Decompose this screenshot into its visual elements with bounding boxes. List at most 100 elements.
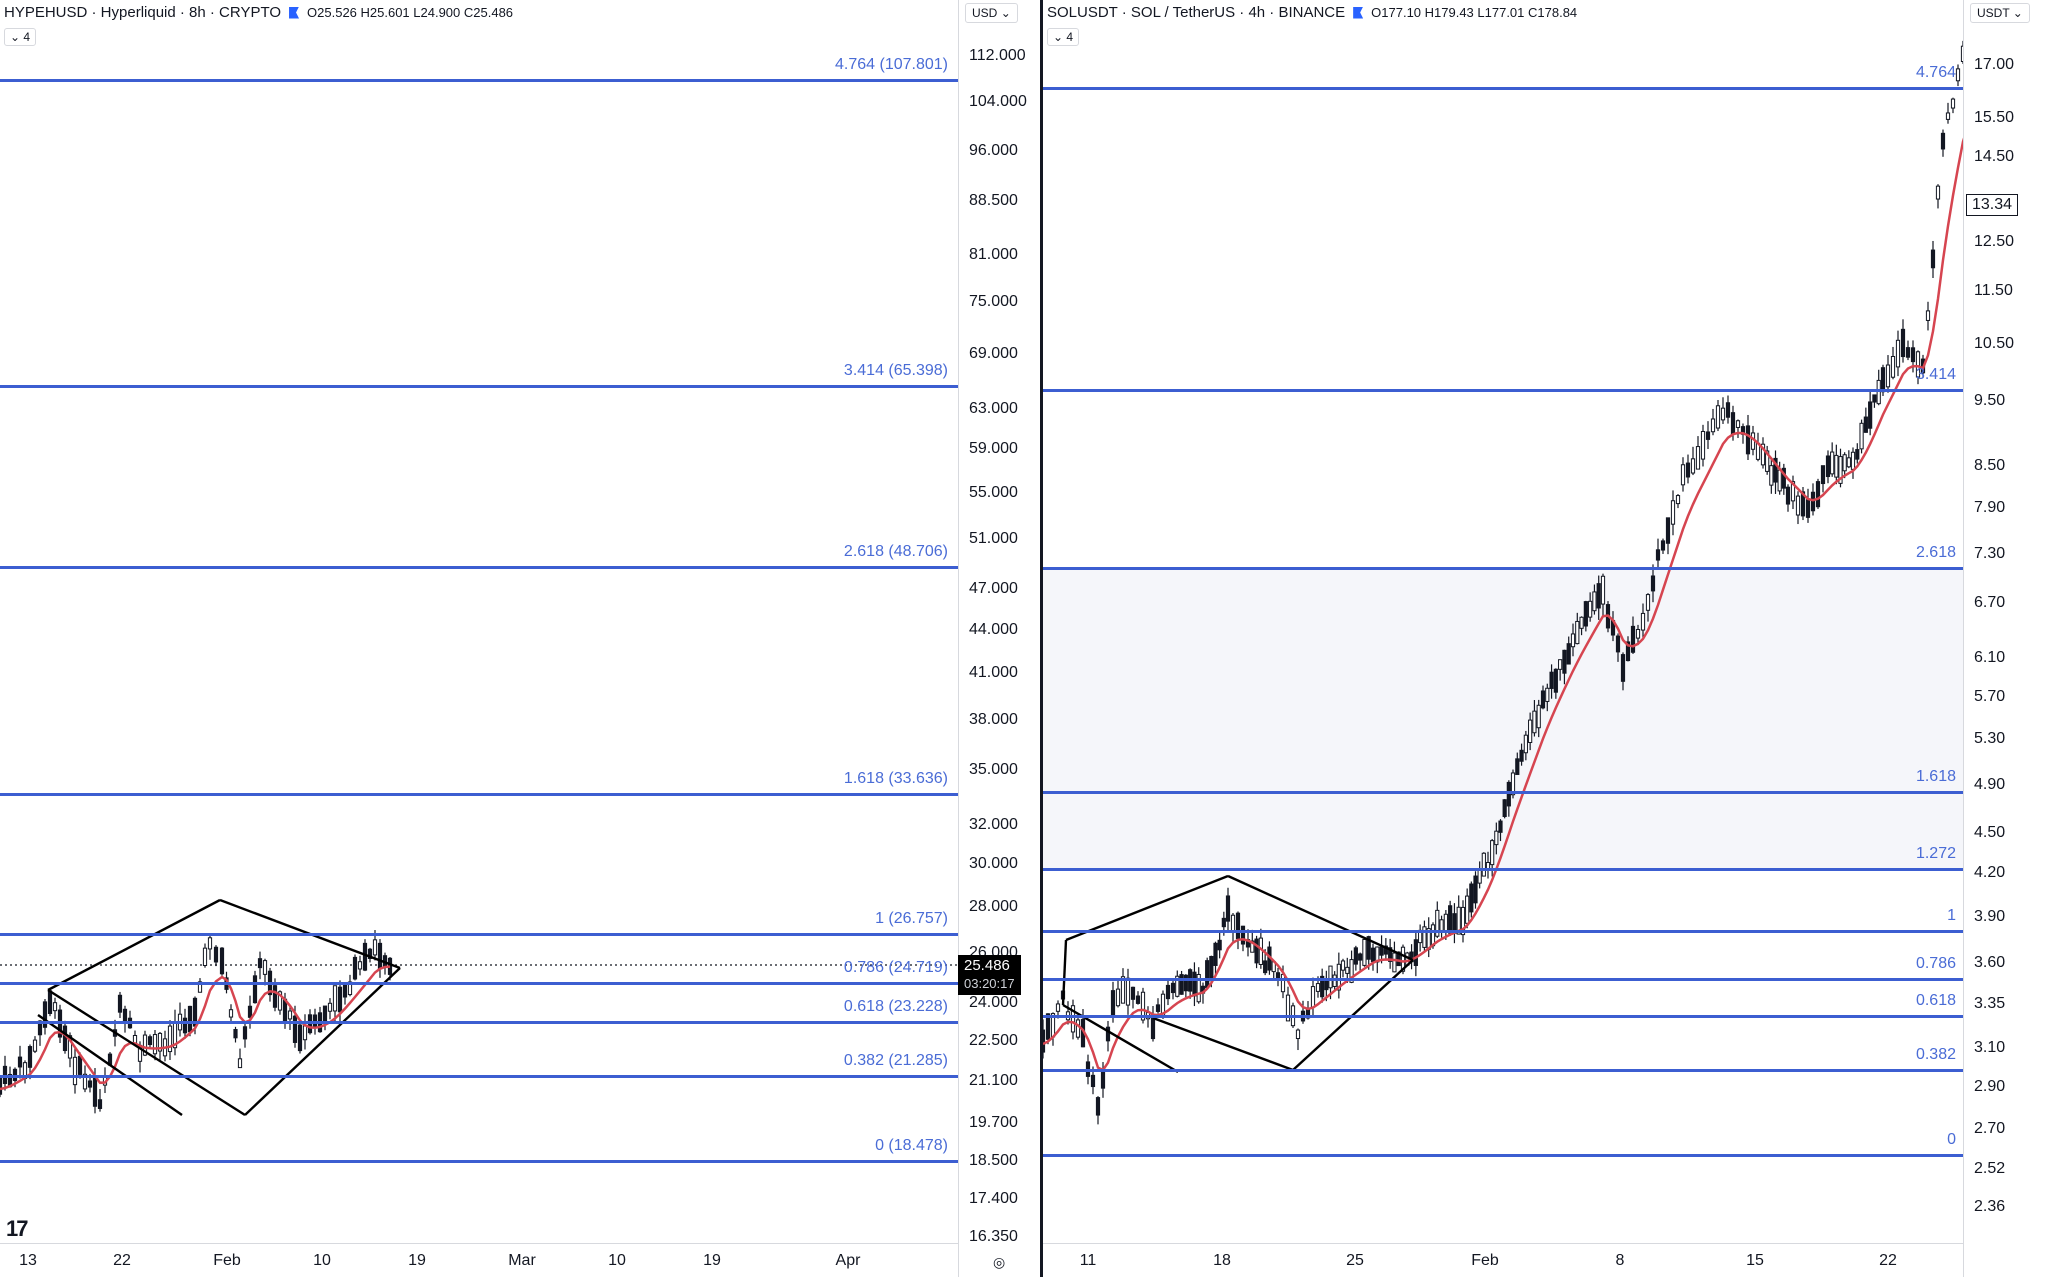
candle-body bbox=[1735, 420, 1741, 428]
left-fib-line-0382[interactable] bbox=[0, 1075, 958, 1078]
left-price-axis[interactable]: USD ⌄ 112.000 104.000 96.000 88.500 81.000 75… bbox=[958, 0, 1040, 1277]
candle-body bbox=[1155, 1004, 1161, 1012]
right-legend-toggle[interactable]: ⌄ 4 bbox=[1047, 28, 1080, 46]
right-fib-label-4764: 4.764 bbox=[1915, 64, 1956, 81]
candle-body bbox=[167, 1025, 173, 1053]
candle-body bbox=[1820, 465, 1826, 485]
right-fib-line-3414[interactable] bbox=[1043, 389, 1963, 392]
right-symbol-title[interactable]: SOLUSDT · SOL / TetherUS · 4h · BINANCE bbox=[1047, 4, 1346, 21]
candle-body bbox=[1328, 965, 1333, 989]
left-chart-header[interactable]: HYPEHUSD · Hyperliquid · 8h · CRYPTO O25… bbox=[4, 4, 513, 21]
right-fib-line-0786[interactable] bbox=[1043, 978, 1963, 981]
candle-body bbox=[1940, 132, 1946, 150]
candle-body bbox=[1280, 973, 1286, 993]
right-time-axis[interactable]: 11 18 25 Feb 8 15 22 bbox=[1043, 1243, 1963, 1277]
candle-body bbox=[262, 960, 268, 975]
left-chart-canvas[interactable] bbox=[0, 0, 958, 1244]
right-current-value-box: 13.34 bbox=[1966, 194, 2019, 216]
left-fib-line-0618[interactable] bbox=[0, 1021, 958, 1024]
left-price-tick: 63.000 bbox=[969, 400, 1018, 417]
right-price-tick: 7.90 bbox=[1974, 499, 2006, 516]
right-chart-header[interactable]: SOLUSDT · SOL / TetherUS · 4h · BINANCE … bbox=[1047, 4, 1577, 21]
left-fib-line-1[interactable] bbox=[0, 933, 958, 936]
candle-body bbox=[1536, 704, 1541, 729]
candle-body bbox=[1855, 449, 1860, 460]
candle-body bbox=[72, 1056, 78, 1086]
right-price-tick: 6.70 bbox=[1974, 594, 2006, 611]
candle-body bbox=[1769, 465, 1774, 486]
candle-body bbox=[77, 1055, 83, 1075]
candle-body bbox=[1592, 591, 1597, 612]
left-chart-pane[interactable]: 4.764 (107.801) 3.414 (65.398) 2.618 (48… bbox=[0, 0, 1040, 1277]
left-fib-line-0786[interactable] bbox=[0, 982, 958, 985]
candle-body bbox=[1645, 594, 1651, 611]
candle-body bbox=[1515, 758, 1520, 775]
candle-body bbox=[1221, 917, 1226, 928]
target-icon[interactable]: ◎ bbox=[993, 1254, 1006, 1270]
left-fib-line-3414[interactable] bbox=[0, 385, 958, 388]
right-fib-line-0382[interactable] bbox=[1043, 1069, 1963, 1072]
candle-body bbox=[1850, 451, 1856, 470]
left-fib-label-0: 0 (18.478) bbox=[875, 1137, 948, 1154]
right-ohlc-values: O177.10 H179.43 L177.01 C178.84 bbox=[1371, 5, 1578, 20]
candle-body bbox=[1250, 940, 1255, 953]
right-fib-line-1618[interactable] bbox=[1043, 791, 1963, 794]
candle-body bbox=[362, 942, 368, 971]
left-price-tick: 88.500 bbox=[969, 192, 1018, 209]
candle-body bbox=[377, 942, 383, 970]
candle-body bbox=[1192, 971, 1197, 997]
right-price-axis[interactable]: USDT ⌄ 17.00 15.50 14.50 12.50 11.50 10.50 9.5… bbox=[1963, 0, 2048, 1277]
candle-body bbox=[1773, 457, 1778, 483]
right-fib-line-1[interactable] bbox=[1043, 930, 1963, 933]
candle-body bbox=[1494, 830, 1499, 846]
candle-body bbox=[62, 1025, 68, 1052]
left-currency-select[interactable]: USD ⌄ bbox=[965, 3, 1018, 23]
candle-body bbox=[1353, 947, 1358, 965]
candle-body bbox=[17, 1056, 23, 1068]
candle-body bbox=[342, 983, 348, 998]
candle-body bbox=[1392, 952, 1397, 973]
left-fib-line-0[interactable] bbox=[0, 1160, 958, 1163]
candle-body bbox=[147, 1036, 153, 1046]
candle-body bbox=[1675, 495, 1681, 505]
left-time-axis[interactable]: 13 22 Feb 10 19 Mar 10 19 Apr bbox=[0, 1243, 958, 1277]
left-symbol-title[interactable]: HYPEHUSD · Hyperliquid · 8h · CRYPTO bbox=[4, 4, 282, 21]
right-fib-line-0[interactable] bbox=[1043, 1154, 1963, 1157]
left-fib-line-2618[interactable] bbox=[0, 566, 958, 569]
candle-body bbox=[1396, 951, 1401, 967]
candle-body bbox=[1700, 430, 1706, 460]
flag-icon[interactable] bbox=[289, 6, 300, 19]
candle-body bbox=[1379, 946, 1384, 956]
left-legend-toggle[interactable]: ⌄ 4 bbox=[4, 28, 37, 46]
candle-body bbox=[1635, 628, 1641, 639]
candle-body bbox=[242, 1026, 248, 1040]
left-fib-line-1618[interactable] bbox=[0, 793, 958, 796]
candle-body bbox=[1362, 938, 1367, 966]
candle-body bbox=[1320, 975, 1325, 998]
pane-divider[interactable] bbox=[1040, 0, 1043, 1277]
right-fib-line-2618[interactable] bbox=[1043, 567, 1963, 570]
right-fib-label-0: 0 bbox=[1947, 1131, 1956, 1148]
candle-body bbox=[157, 1032, 163, 1052]
candle-body bbox=[1545, 687, 1550, 702]
right-fib-line-1272[interactable] bbox=[1043, 868, 1963, 871]
candle-body bbox=[347, 981, 353, 996]
right-chart-canvas[interactable] bbox=[1043, 0, 1963, 1244]
tradingview-logo[interactable]: 17 bbox=[6, 1216, 29, 1241]
left-fib-line-4764[interactable] bbox=[0, 79, 958, 82]
left-price-tick: 24.000 bbox=[969, 994, 1018, 1011]
right-fib-line-0618[interactable] bbox=[1043, 1015, 1963, 1018]
right-fib-line-4764[interactable] bbox=[1043, 87, 1963, 90]
left-price-tick: 35.000 bbox=[969, 761, 1018, 778]
left-time-tick: 19 bbox=[408, 1252, 426, 1269]
candle-body bbox=[1528, 719, 1533, 744]
right-chart-pane[interactable]: 4.764 3.414 2.618 1.618 1.272 1 0.786 0.… bbox=[1043, 0, 2048, 1277]
candle-body bbox=[1310, 986, 1316, 1008]
flag-icon[interactable] bbox=[1353, 6, 1364, 19]
left-price-tick: 22.500 bbox=[969, 1032, 1018, 1049]
candle-body bbox=[1800, 491, 1806, 517]
candle-body bbox=[1043, 1029, 1046, 1053]
candle-body bbox=[1660, 540, 1666, 551]
candle-body bbox=[1690, 458, 1696, 474]
right-currency-select[interactable]: USDT ⌄ bbox=[1970, 3, 2030, 23]
